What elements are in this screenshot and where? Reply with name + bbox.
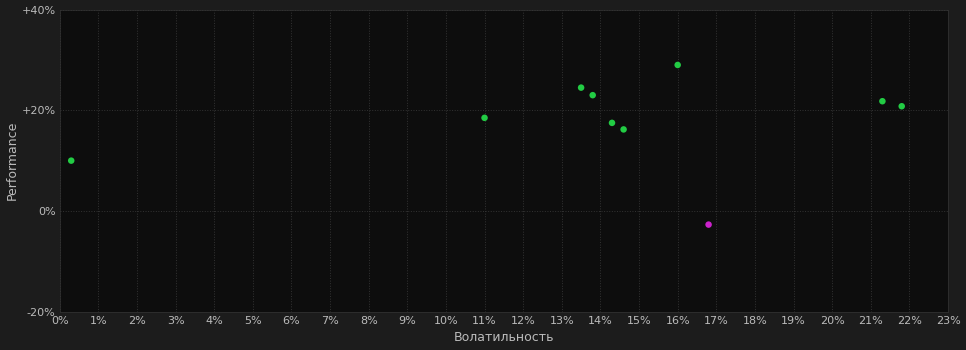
Point <box>477 115 493 121</box>
Point <box>574 85 589 90</box>
Point <box>585 92 601 98</box>
Point <box>64 158 79 163</box>
Point <box>894 104 909 109</box>
Point <box>616 127 632 132</box>
X-axis label: Волатильность: Волатильность <box>454 331 554 344</box>
Y-axis label: Performance: Performance <box>6 121 18 200</box>
Point <box>670 62 686 68</box>
Point <box>701 222 717 228</box>
Point <box>874 98 890 104</box>
Point <box>605 120 620 126</box>
